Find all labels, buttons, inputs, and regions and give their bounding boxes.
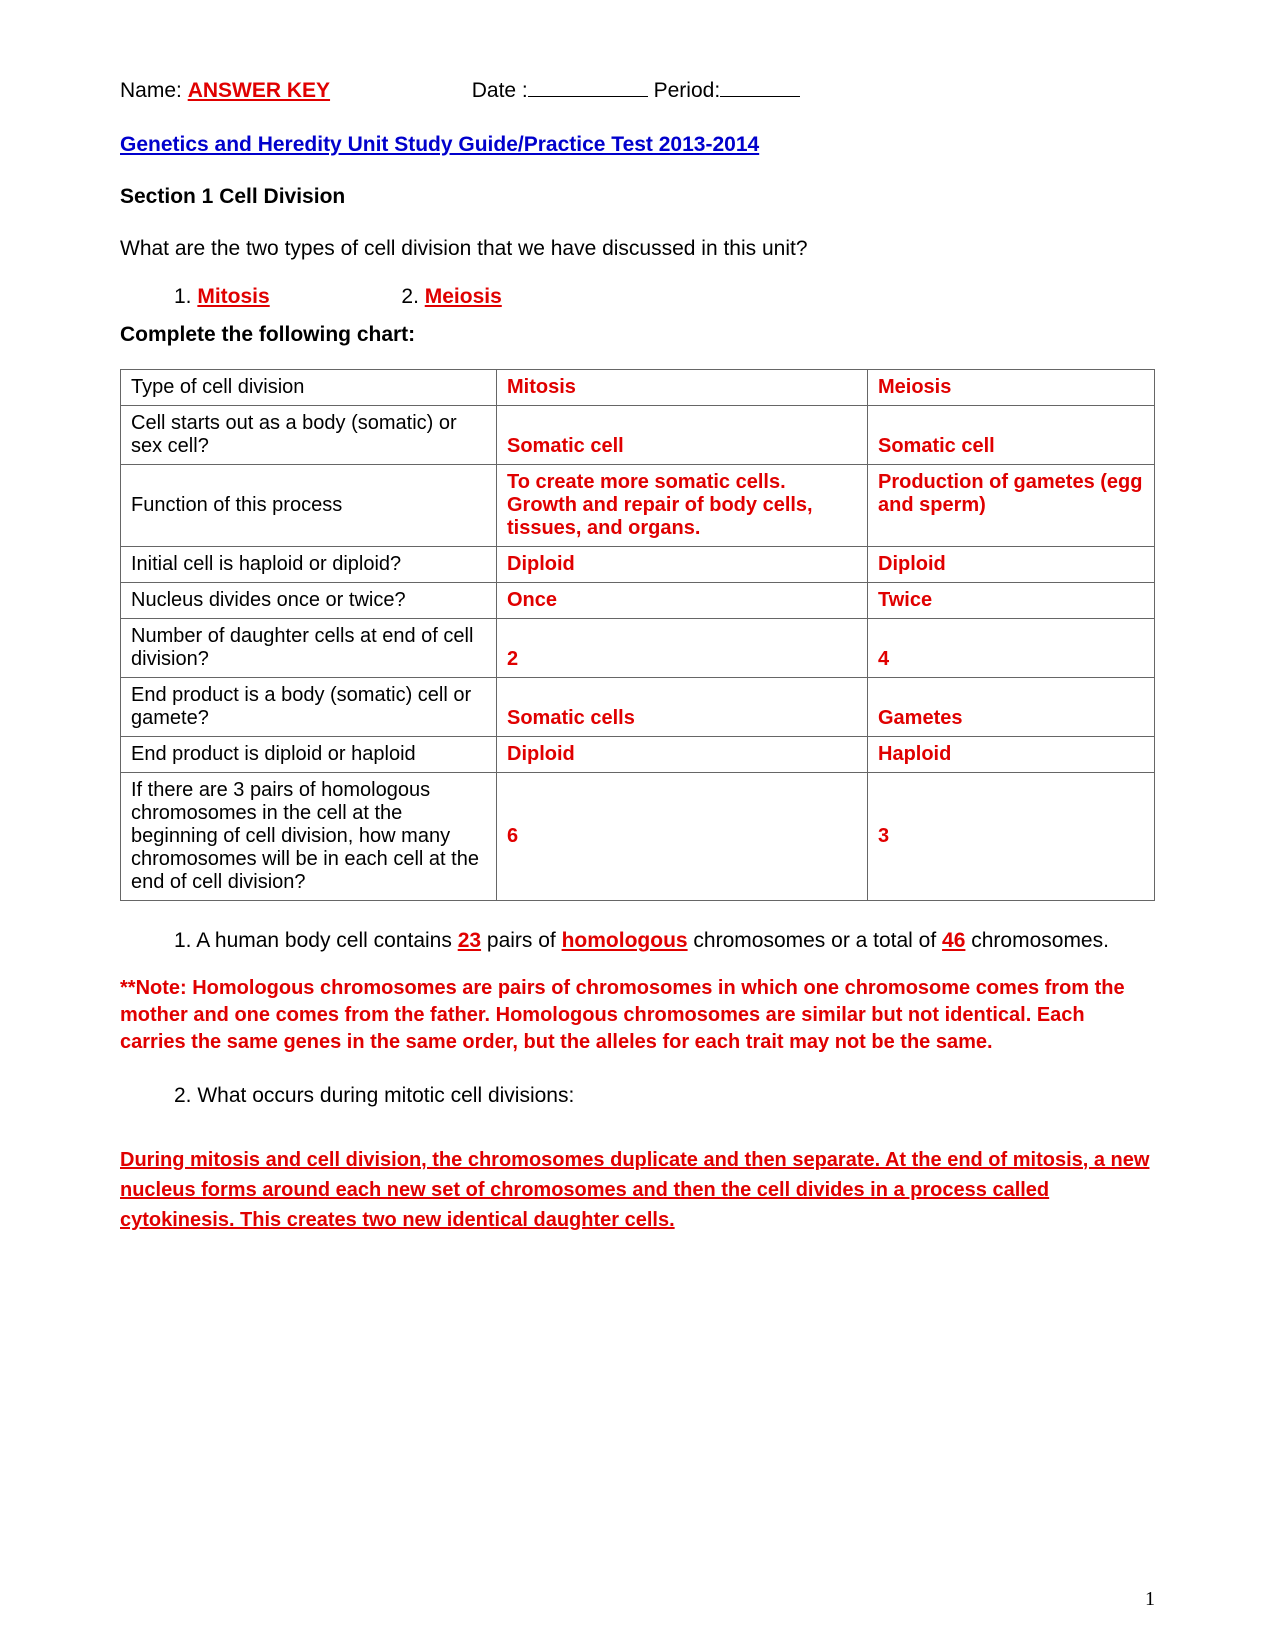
- row-label: Function of this process: [121, 465, 497, 547]
- row-label: Number of daughter cells at end of cell …: [121, 619, 497, 678]
- cell-mitosis: Mitosis: [507, 376, 576, 398]
- cell-meiosis: Haploid: [878, 743, 951, 765]
- comparison-table: Type of cell division Mitosis Meiosis Ce…: [120, 369, 1155, 901]
- cell-meiosis: Gametes: [878, 707, 963, 729]
- q1-post: chromosomes.: [965, 929, 1109, 952]
- q1-pairs: 23: [458, 929, 481, 952]
- table-row: End product is diploid or haploid Diploi…: [121, 737, 1155, 773]
- cell-meiosis: 4: [878, 648, 889, 670]
- cell-mitosis: Somatic cells: [507, 707, 635, 729]
- name-label: Name:: [120, 79, 188, 102]
- document-title: Genetics and Heredity Unit Study Guide/P…: [120, 133, 1155, 157]
- q1-mid1: pairs of: [481, 929, 562, 952]
- table-row: End product is a body (somatic) cell or …: [121, 678, 1155, 737]
- cell-meiosis: Twice: [878, 589, 932, 611]
- row-label: Nucleus divides once or twice?: [121, 583, 497, 619]
- cell-meiosis: Somatic cell: [878, 435, 995, 457]
- ans1-num: 1.: [174, 285, 197, 308]
- ans2-num: 2.: [401, 285, 424, 308]
- page-number: 1: [1145, 1588, 1155, 1611]
- q1-total: 46: [942, 929, 965, 952]
- date-label: Date :: [472, 79, 528, 102]
- section-1-heading: Section 1 Cell Division: [120, 185, 1155, 209]
- question-2: 2. What occurs during mitotic cell divis…: [120, 1082, 1155, 1110]
- cell-mitosis: Diploid: [507, 743, 575, 765]
- cell-meiosis: 3: [878, 825, 889, 847]
- cell-mitosis: Once: [507, 589, 557, 611]
- row-label: Initial cell is haploid or diploid?: [121, 547, 497, 583]
- cell-mitosis: 6: [507, 825, 518, 847]
- period-label: Period:: [654, 79, 721, 102]
- page-container: Name: ANSWER KEY Date : Period: Genetics…: [0, 0, 1275, 1651]
- cell-mitosis: 2: [507, 648, 518, 670]
- row-label: Cell starts out as a body (somatic) or s…: [121, 406, 497, 465]
- q1-num: 1.: [174, 929, 196, 952]
- q2-text: What occurs during mitotic cell division…: [197, 1084, 574, 1107]
- q1-mid2: chromosomes or a total of: [688, 929, 942, 952]
- table-row: Type of cell division Mitosis Meiosis: [121, 370, 1155, 406]
- period-blank: [720, 75, 800, 97]
- q2-answer: During mitosis and cell division, the ch…: [120, 1145, 1155, 1235]
- q2-num: 2.: [174, 1084, 197, 1107]
- table-row: Cell starts out as a body (somatic) or s…: [121, 406, 1155, 465]
- cell-mitosis: Diploid: [507, 553, 575, 575]
- cell-meiosis: Diploid: [878, 553, 946, 575]
- cell-meiosis: Production of gametes (egg and sperm): [878, 471, 1142, 516]
- q1-pre: A human body cell contains: [196, 929, 458, 952]
- homologous-note: **Note: Homologous chromosomes are pairs…: [120, 975, 1155, 1056]
- table-row: If there are 3 pairs of homologous chrom…: [121, 773, 1155, 901]
- header-line: Name: ANSWER KEY Date : Period:: [120, 75, 1155, 103]
- row-label: End product is a body (somatic) cell or …: [121, 678, 497, 737]
- table-row: Function of this process To create more …: [121, 465, 1155, 547]
- table-row: Number of daughter cells at end of cell …: [121, 619, 1155, 678]
- date-blank: [528, 75, 648, 97]
- table-row: Initial cell is haploid or diploid? Dipl…: [121, 547, 1155, 583]
- row-label: If there are 3 pairs of homologous chrom…: [121, 773, 497, 901]
- answer-key-text: ANSWER KEY: [188, 79, 330, 102]
- cell-meiosis: Meiosis: [878, 376, 951, 398]
- cell-mitosis: Somatic cell: [507, 435, 624, 457]
- answer-meiosis: Meiosis: [425, 285, 502, 308]
- row-label: Type of cell division: [121, 370, 497, 406]
- q1-homologous: homologous: [562, 929, 688, 952]
- chart-instruction: Complete the following chart:: [120, 323, 1155, 347]
- cell-mitosis: To create more somatic cells. Growth and…: [507, 471, 813, 539]
- table-row: Nucleus divides once or twice? Once Twic…: [121, 583, 1155, 619]
- two-types-answers: 1. Mitosis 2. Meiosis: [120, 285, 1155, 309]
- q-two-types: What are the two types of cell division …: [120, 237, 1155, 261]
- question-1: 1. A human body cell contains 23 pairs o…: [120, 927, 1155, 955]
- row-label: End product is diploid or haploid: [121, 737, 497, 773]
- answer-mitosis: Mitosis: [197, 285, 269, 308]
